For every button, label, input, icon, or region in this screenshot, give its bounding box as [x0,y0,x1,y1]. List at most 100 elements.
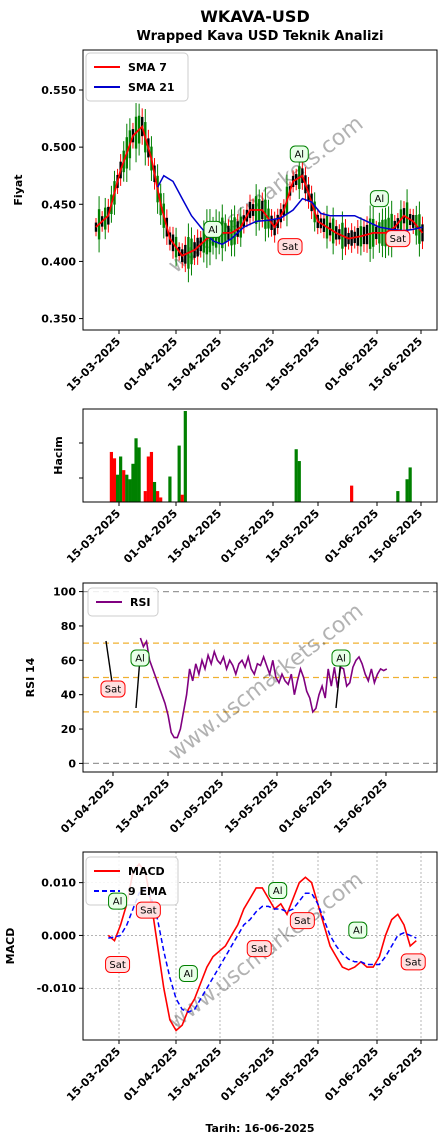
volume-bar [137,447,141,502]
volume-bar [115,474,120,502]
y-tick-label: 0.350 [41,313,76,326]
buy-signal-badge [130,649,150,667]
buy-signal-label: Al [336,654,346,665]
x-tick-label: 15-03-2025 [64,507,123,566]
volume-bar [134,438,138,502]
volume-bar [408,467,412,502]
buy-signal-badge [289,145,309,163]
volume-bar [159,497,163,502]
rsi-plot-area [82,582,438,773]
buy-signal-badge [331,649,351,667]
buy-signal-badge [268,882,288,900]
macd-panel: www.uscmarkets.com-0.0100.0000.01015-03-… [4,852,437,1104]
volume-bar [294,449,298,502]
sell-signal-badge [385,230,411,248]
buy-signal-label: Al [353,926,363,937]
sell-signal-label: Sat [282,242,298,253]
volume-bar [122,470,126,502]
buy-signal-badge [369,190,389,208]
y-axis-label: Hacim [52,436,65,474]
y-tick-label: 0.010 [41,877,76,890]
legend-box [85,52,189,102]
volume-bar [146,456,150,502]
legend-box [85,856,179,906]
price-panel: www.uscmarkets.com0.3500.4000.4500.5000.… [12,52,425,394]
y-axis-label: MACD [4,928,17,965]
candle-body [94,222,98,232]
volume-panel: 15-03-202501-04-202515-04-202501-05-2025… [52,411,425,566]
sma7-line [95,124,424,257]
volume-bar [125,474,129,502]
y-axis-label: RSI 14 [24,657,37,697]
sell-signal-label: Sat [140,906,156,917]
x-tick-label: 15-03-2025 [64,1045,123,1104]
legend-box [87,587,159,617]
sell-signal-label: Sat [405,957,421,968]
buy-signal-label: Al [294,150,304,161]
buy-signal-label: Al [208,225,218,236]
buy-signal-badge [203,220,223,238]
volume-bar [177,445,181,502]
x-tick-label: 15-05-2025 [222,777,281,836]
buy-signal-badge [108,892,128,910]
volume-bar [128,479,132,502]
y-tick-label: 40 [61,689,77,702]
volume-bar [109,451,113,502]
buy-signal-label: Al [375,194,385,205]
buy-signal-label: Al [135,654,145,665]
volume-bar [405,479,409,502]
macd-line [107,862,417,1032]
date-footer: Tarih: 16-06-2025 [205,1122,314,1135]
volume-bar [180,494,184,502]
macd-plot-area [82,851,438,1041]
legend-label: 9 EMA [128,885,167,898]
x-tick-label: 15-06-2025 [331,777,390,836]
sma21-line [156,174,423,246]
y-tick-label: 0.450 [41,198,76,211]
y-tick-label: 0.000 [41,929,76,942]
y-tick-label: 0.500 [41,141,76,154]
volume-bar [350,485,354,502]
volume-bar [156,491,160,502]
legend-label: SMA 7 [128,61,167,74]
x-tick-label: 01-06-2025 [276,777,335,836]
volume-bar [183,411,187,502]
volume-bar [131,463,135,502]
buy-signal-label: Al [273,886,283,897]
buy-signal-label: Al [184,969,194,980]
sell-signal-label: Sat [109,960,125,971]
volume-bar [149,451,154,502]
sell-signal-label: Sat [390,234,406,245]
sell-signal-badge [277,238,303,256]
sell-signal-badge [100,680,126,698]
y-tick-label: 80 [61,620,77,633]
volume-bar [396,491,400,502]
sell-signal-badge [289,912,315,930]
buy-signal-badge [178,964,198,982]
chart-title: WKAVA-USD [200,7,309,26]
rsi-panel: www.uscmarkets.com02040608010001-04-2025… [24,586,437,836]
rsi-line [139,637,388,739]
buy-signal-badge [348,921,368,939]
sell-signal-badge [400,953,426,971]
sell-signal-badge [246,940,272,958]
volume-bar [168,476,172,502]
sell-signal-label: Sat [294,916,310,927]
y-tick-label: 60 [61,654,77,667]
legend-label: RSI [130,596,151,609]
y-axis-label: Fiyat [12,174,25,205]
x-tick-label: 15-04-2025 [113,777,172,836]
y-tick-label: 20 [61,723,77,736]
buy-signal-label: Al [113,897,123,908]
volume-bar [112,458,117,502]
y-tick-label: 0.550 [41,84,76,97]
y-tick-label: 100 [53,586,76,599]
volume-plot-area [82,408,438,503]
y-tick-label: 0 [68,757,76,770]
legend-label: MACD [128,865,165,878]
signal-line [108,886,417,1013]
volume-bar [143,491,147,502]
volume-bar [297,461,301,502]
volume-bar [119,456,123,502]
